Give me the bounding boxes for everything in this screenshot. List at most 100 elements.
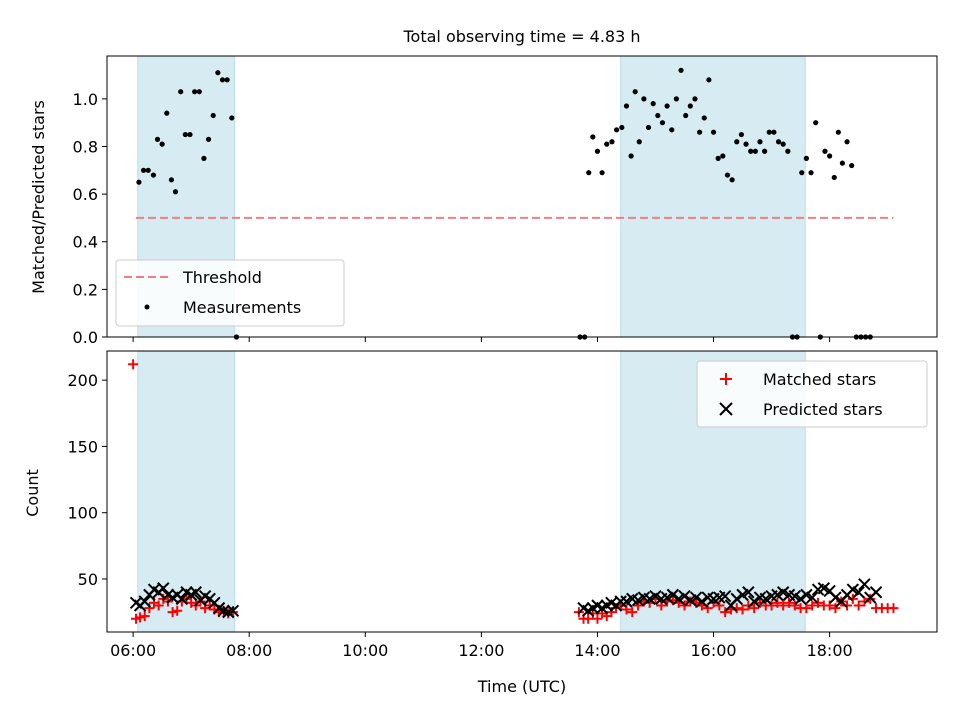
measurement-point [210, 112, 216, 119]
measurement-point [692, 96, 698, 102]
matched-star-point [167, 607, 178, 618]
predicted-star-point [829, 591, 842, 604]
bottom-xtick-label: 10:00 [342, 641, 388, 660]
bottom-axes-frame [106, 350, 938, 633]
measurement-point [757, 139, 763, 145]
matched-star-point [139, 611, 150, 622]
measurement-point [697, 129, 703, 135]
matched-star-point [679, 600, 690, 611]
measurement-point [609, 139, 615, 145]
matched-star-point [801, 603, 812, 614]
measurement-point [645, 124, 652, 131]
legend-matched-label: Matched stars [763, 370, 876, 389]
top-y-axis-label: Matched/Predicted stars [29, 100, 48, 294]
top-panel: 0.0 0.2 0.4 0.6 0.8 1.0 Matched/Predicted sta… [29, 55, 938, 347]
matched-star-point [583, 613, 594, 624]
bottom-panel: 06:00 08:00 10:00 12:00 14:00 16:00 18:00 50 10… [23, 350, 938, 696]
top-x-ticks [132, 337, 831, 342]
predicted-star-point [858, 578, 871, 591]
matched-star-point [702, 603, 713, 614]
bottom-y-ticks: 50 100 150 200 [67, 371, 107, 589]
measurement-point [164, 110, 170, 116]
matched-star-point [888, 603, 899, 614]
measurement-point [701, 115, 707, 121]
legend-measurements-label: Measurements [183, 298, 301, 317]
measurement-point [669, 127, 675, 133]
measurement-point [219, 77, 226, 83]
measurement-point [738, 131, 744, 138]
measurement-point [729, 177, 735, 183]
matched-star-point [749, 603, 760, 614]
matched-star-point [743, 600, 754, 611]
measurement-point [136, 179, 142, 185]
matched-star-point [842, 600, 853, 611]
measurement-point [623, 103, 630, 109]
matched-star-point [859, 596, 870, 607]
measurement-point [192, 89, 198, 95]
measurement-point [849, 162, 855, 169]
predicted-star-point [852, 586, 865, 599]
bottom-legend: Matched stars Predicted stars [696, 360, 928, 428]
matched-star-point [627, 607, 638, 618]
legend-threshold-label: Threshold [182, 268, 262, 287]
top-ytick-label: 0.6 [73, 185, 98, 204]
measurement-point [839, 160, 845, 166]
top-ytick-label: 0.2 [73, 280, 98, 299]
measurement-point [808, 170, 814, 176]
measurement-point [201, 155, 207, 161]
top-ytick-label: 1.0 [73, 90, 98, 109]
matched-star-point [135, 612, 146, 623]
bottom-xtick-label: 16:00 [690, 641, 736, 660]
measurement-point [706, 77, 712, 83]
bottom-legend-box [696, 360, 928, 428]
measurement-point [803, 155, 810, 161]
measurement-point [655, 112, 661, 119]
matched-star-point [714, 600, 725, 611]
legend-predicted-swatch [719, 402, 733, 416]
predicted-star-point [189, 586, 203, 599]
predicted-star-point [689, 591, 703, 604]
measurement-point [586, 170, 592, 176]
matched-star-point [813, 597, 824, 608]
measurement-point [715, 155, 721, 161]
x-axis-label: Time (UTC) [477, 677, 566, 696]
measurement-point [215, 70, 221, 76]
measurement-point [664, 103, 670, 109]
matched-star-point [807, 600, 818, 611]
measurement-point [636, 139, 642, 145]
top-ytick-label: 0.0 [73, 328, 98, 347]
measurement-point [734, 139, 740, 145]
measurement-point [604, 141, 610, 147]
measurement-point [724, 172, 731, 178]
measurement-point [673, 96, 679, 102]
matched-star-point [830, 603, 841, 614]
predicted-star-point [226, 604, 240, 617]
predicted-star-point [747, 595, 761, 608]
bottom-y-axis-label: Count [23, 469, 42, 517]
predicted-star-point [138, 595, 151, 608]
top-legend: Threshold Measurements [115, 259, 345, 327]
predicted-star-point [742, 586, 755, 599]
predicted-star-point [794, 592, 807, 606]
matched-star-point [153, 600, 164, 611]
measurement-point [145, 167, 151, 173]
measurement-point [224, 77, 230, 83]
predicted-star-point [869, 586, 883, 599]
matched-star-point [772, 597, 783, 608]
bottom-ytick-label: 200 [67, 371, 98, 390]
bottom-xtick-label: 12:00 [458, 641, 504, 660]
measurement-point [168, 177, 175, 183]
shaded-interval-1 [620, 55, 806, 338]
predicted-star-point [666, 588, 680, 602]
measurement-point [619, 124, 625, 131]
matched-star-point [853, 600, 864, 611]
measurement-point [844, 139, 850, 145]
measurement-point [710, 129, 717, 135]
bottom-xtick-label: 06:00 [110, 641, 156, 660]
measurement-point [599, 170, 605, 176]
predicted-star-point [718, 590, 732, 603]
bottom-xtick-label: 14:00 [574, 641, 620, 660]
matched-star-point [783, 597, 794, 608]
measurement-point [154, 136, 161, 142]
predicted-star-point [175, 592, 189, 606]
